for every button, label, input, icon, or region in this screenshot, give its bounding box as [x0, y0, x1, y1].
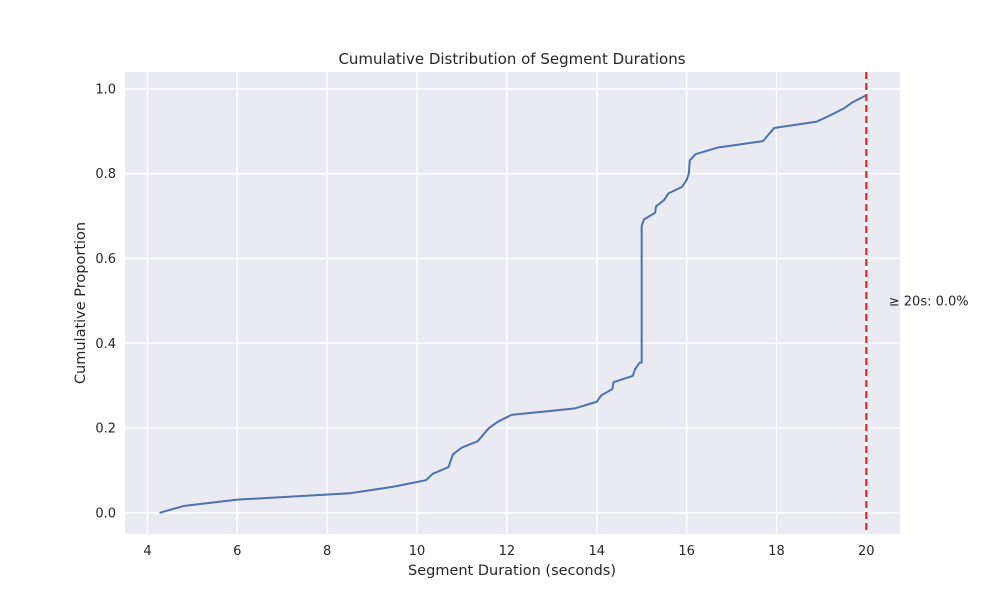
- y-tick-label: 0.4: [95, 337, 116, 352]
- y-tick-label: 0.0: [95, 506, 116, 521]
- chart-title: Cumulative Distribution of Segment Durat…: [338, 50, 685, 68]
- y-tick-labels: 0.0 0.2 0.4 0.6 0.8 1.0: [95, 82, 116, 521]
- y-tick-label: 1.0: [95, 82, 116, 97]
- x-tick-label: 14: [588, 544, 605, 559]
- y-gridlines: [125, 88, 900, 514]
- series-group: [159, 94, 867, 514]
- x-tick-labels: 4 6 8 10 12 14 16 18 20: [143, 544, 874, 559]
- y-tick-label: 0.8: [95, 167, 116, 182]
- y-tick-label: 0.2: [95, 422, 116, 437]
- cdf-line: [159, 94, 867, 514]
- x-tick-label: 8: [323, 544, 331, 559]
- threshold-annotation: ≥ 20s: 0.0%: [889, 294, 969, 309]
- x-axis-label: Segment Duration (seconds): [408, 563, 616, 579]
- x-tick-label: 20: [858, 544, 875, 559]
- x-tick-label: 10: [409, 544, 426, 559]
- x-tick-label: 12: [499, 544, 516, 559]
- x-tick-label: 6: [233, 544, 241, 559]
- plot-area: [125, 72, 900, 534]
- y-tick-label: 0.6: [95, 252, 116, 267]
- x-tick-label: 16: [678, 544, 695, 559]
- y-axis-label: Cumulative Proportion: [73, 222, 89, 384]
- x-tick-label: 18: [768, 544, 785, 559]
- x-tick-label: 4: [143, 544, 151, 559]
